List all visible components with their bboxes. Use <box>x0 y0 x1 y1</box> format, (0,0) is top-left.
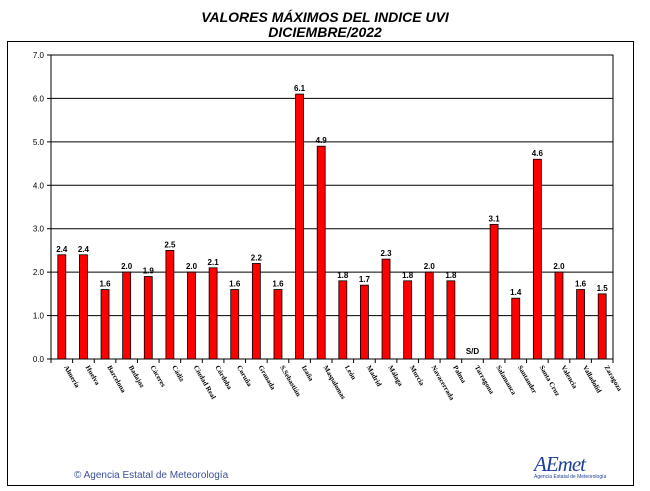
x-tick-label: Palma <box>451 364 468 385</box>
data-label: 1.6 <box>272 280 284 289</box>
data-label: 3.1 <box>489 214 501 223</box>
x-tick-label: Tarragona <box>473 364 496 396</box>
x-tick-label: Cádiz <box>170 364 186 383</box>
data-label: 1.5 <box>597 284 609 293</box>
x-tick-label: Izaña <box>300 364 316 383</box>
bar <box>316 145 326 360</box>
bar <box>251 263 261 360</box>
x-tick-label: S.Sebastián <box>278 364 302 398</box>
bar <box>360 284 369 360</box>
data-label: 1.6 <box>229 280 241 289</box>
bar <box>403 280 413 360</box>
x-tick-label: Córdoba <box>213 364 233 391</box>
data-label: 2.5 <box>164 240 176 249</box>
bar <box>100 289 110 360</box>
x-tick-label: Ciudad Real <box>192 364 218 401</box>
x-tick-label: Coruña <box>235 364 254 388</box>
x-tick-label: Maspalomas <box>321 364 347 401</box>
data-label: 1.8 <box>337 271 349 280</box>
x-tick-label: Barcelona <box>105 364 127 395</box>
data-label: 2.1 <box>208 258 220 267</box>
x-tick-label: Madrid <box>365 364 383 388</box>
y-tick-label: 1.0 <box>33 312 45 321</box>
data-label: 4.9 <box>316 136 328 145</box>
data-label: 1.7 <box>359 275 371 284</box>
bar <box>295 93 304 360</box>
bar <box>165 250 175 360</box>
data-label: 2.0 <box>553 262 565 271</box>
x-tick-label: Santander <box>516 364 538 395</box>
bar <box>230 289 240 360</box>
data-label: 2.0 <box>121 262 133 271</box>
bar <box>597 293 607 360</box>
x-tick-label: Zaragoza <box>602 364 623 393</box>
y-tick-label: 7.0 <box>33 51 45 60</box>
bar <box>554 271 564 360</box>
bar <box>576 289 585 360</box>
x-tick-label: Santa Cruz <box>538 364 562 397</box>
x-tick-label: Salamanca <box>494 364 518 397</box>
bar <box>381 258 391 360</box>
data-label: 1.8 <box>445 271 457 280</box>
bar <box>511 297 521 360</box>
bar <box>273 289 283 360</box>
bar <box>208 267 218 360</box>
data-label: S/D <box>466 347 480 356</box>
x-tick-label: Málaga <box>386 364 404 388</box>
bar <box>79 254 88 360</box>
aemet-logo: AEmet Agencia Estatal de Meteorología <box>534 452 606 482</box>
y-tick-label: 6.0 <box>33 94 45 103</box>
chart-frame <box>7 41 634 486</box>
bar <box>446 280 456 360</box>
x-tick-label: Valladolid <box>581 364 603 394</box>
data-label: 2.0 <box>424 262 436 271</box>
y-tick-label: 2.0 <box>33 268 45 277</box>
bar <box>338 280 348 360</box>
data-label: 2.2 <box>251 253 263 262</box>
x-tick-label: Huelva <box>84 364 102 387</box>
data-label: 2.0 <box>186 262 198 271</box>
data-label: 2.3 <box>380 249 392 258</box>
y-tick-label: 0.0 <box>33 355 45 364</box>
data-label: 1.4 <box>510 288 522 297</box>
logo-text: AEmet <box>534 452 586 476</box>
bar <box>122 271 132 360</box>
chart-title: VALORES MÁXIMOS DEL INDICE UVI <box>201 9 449 25</box>
data-label: 1.6 <box>575 280 587 289</box>
bar <box>57 254 67 360</box>
bar <box>187 271 196 360</box>
data-label: 1.9 <box>143 266 155 275</box>
plot-area <box>50 54 614 360</box>
data-label: 1.6 <box>99 280 111 289</box>
x-tick-label: León <box>343 364 358 381</box>
bar <box>143 276 153 360</box>
y-tick-label: 3.0 <box>33 225 45 234</box>
x-tick-label: Badajoz <box>127 364 146 389</box>
data-label: 2.4 <box>78 245 90 254</box>
y-tick-label: 4.0 <box>33 181 45 190</box>
data-label: 1.8 <box>402 271 414 280</box>
logo-subtext: Agencia Estatal de Meteorología <box>534 474 607 480</box>
data-label: 4.6 <box>532 149 544 158</box>
copyright-text: © Agencia Estatal de Meteorología <box>74 470 229 481</box>
bar <box>489 223 499 360</box>
x-tick-label: Murcia <box>408 364 426 388</box>
data-label: 2.4 <box>56 245 68 254</box>
bar <box>424 271 434 360</box>
x-tick-label: Granada <box>257 364 278 392</box>
chart-subtitle: DICIEMBRE/2022 <box>268 24 382 40</box>
bar <box>532 158 542 360</box>
y-tick-label: 5.0 <box>33 138 45 147</box>
x-tick-label: Almería <box>62 364 81 390</box>
data-label: 6.1 <box>294 84 306 93</box>
x-tick-label: Valencia <box>559 364 579 390</box>
x-tick-label: Cáceres <box>149 364 168 389</box>
